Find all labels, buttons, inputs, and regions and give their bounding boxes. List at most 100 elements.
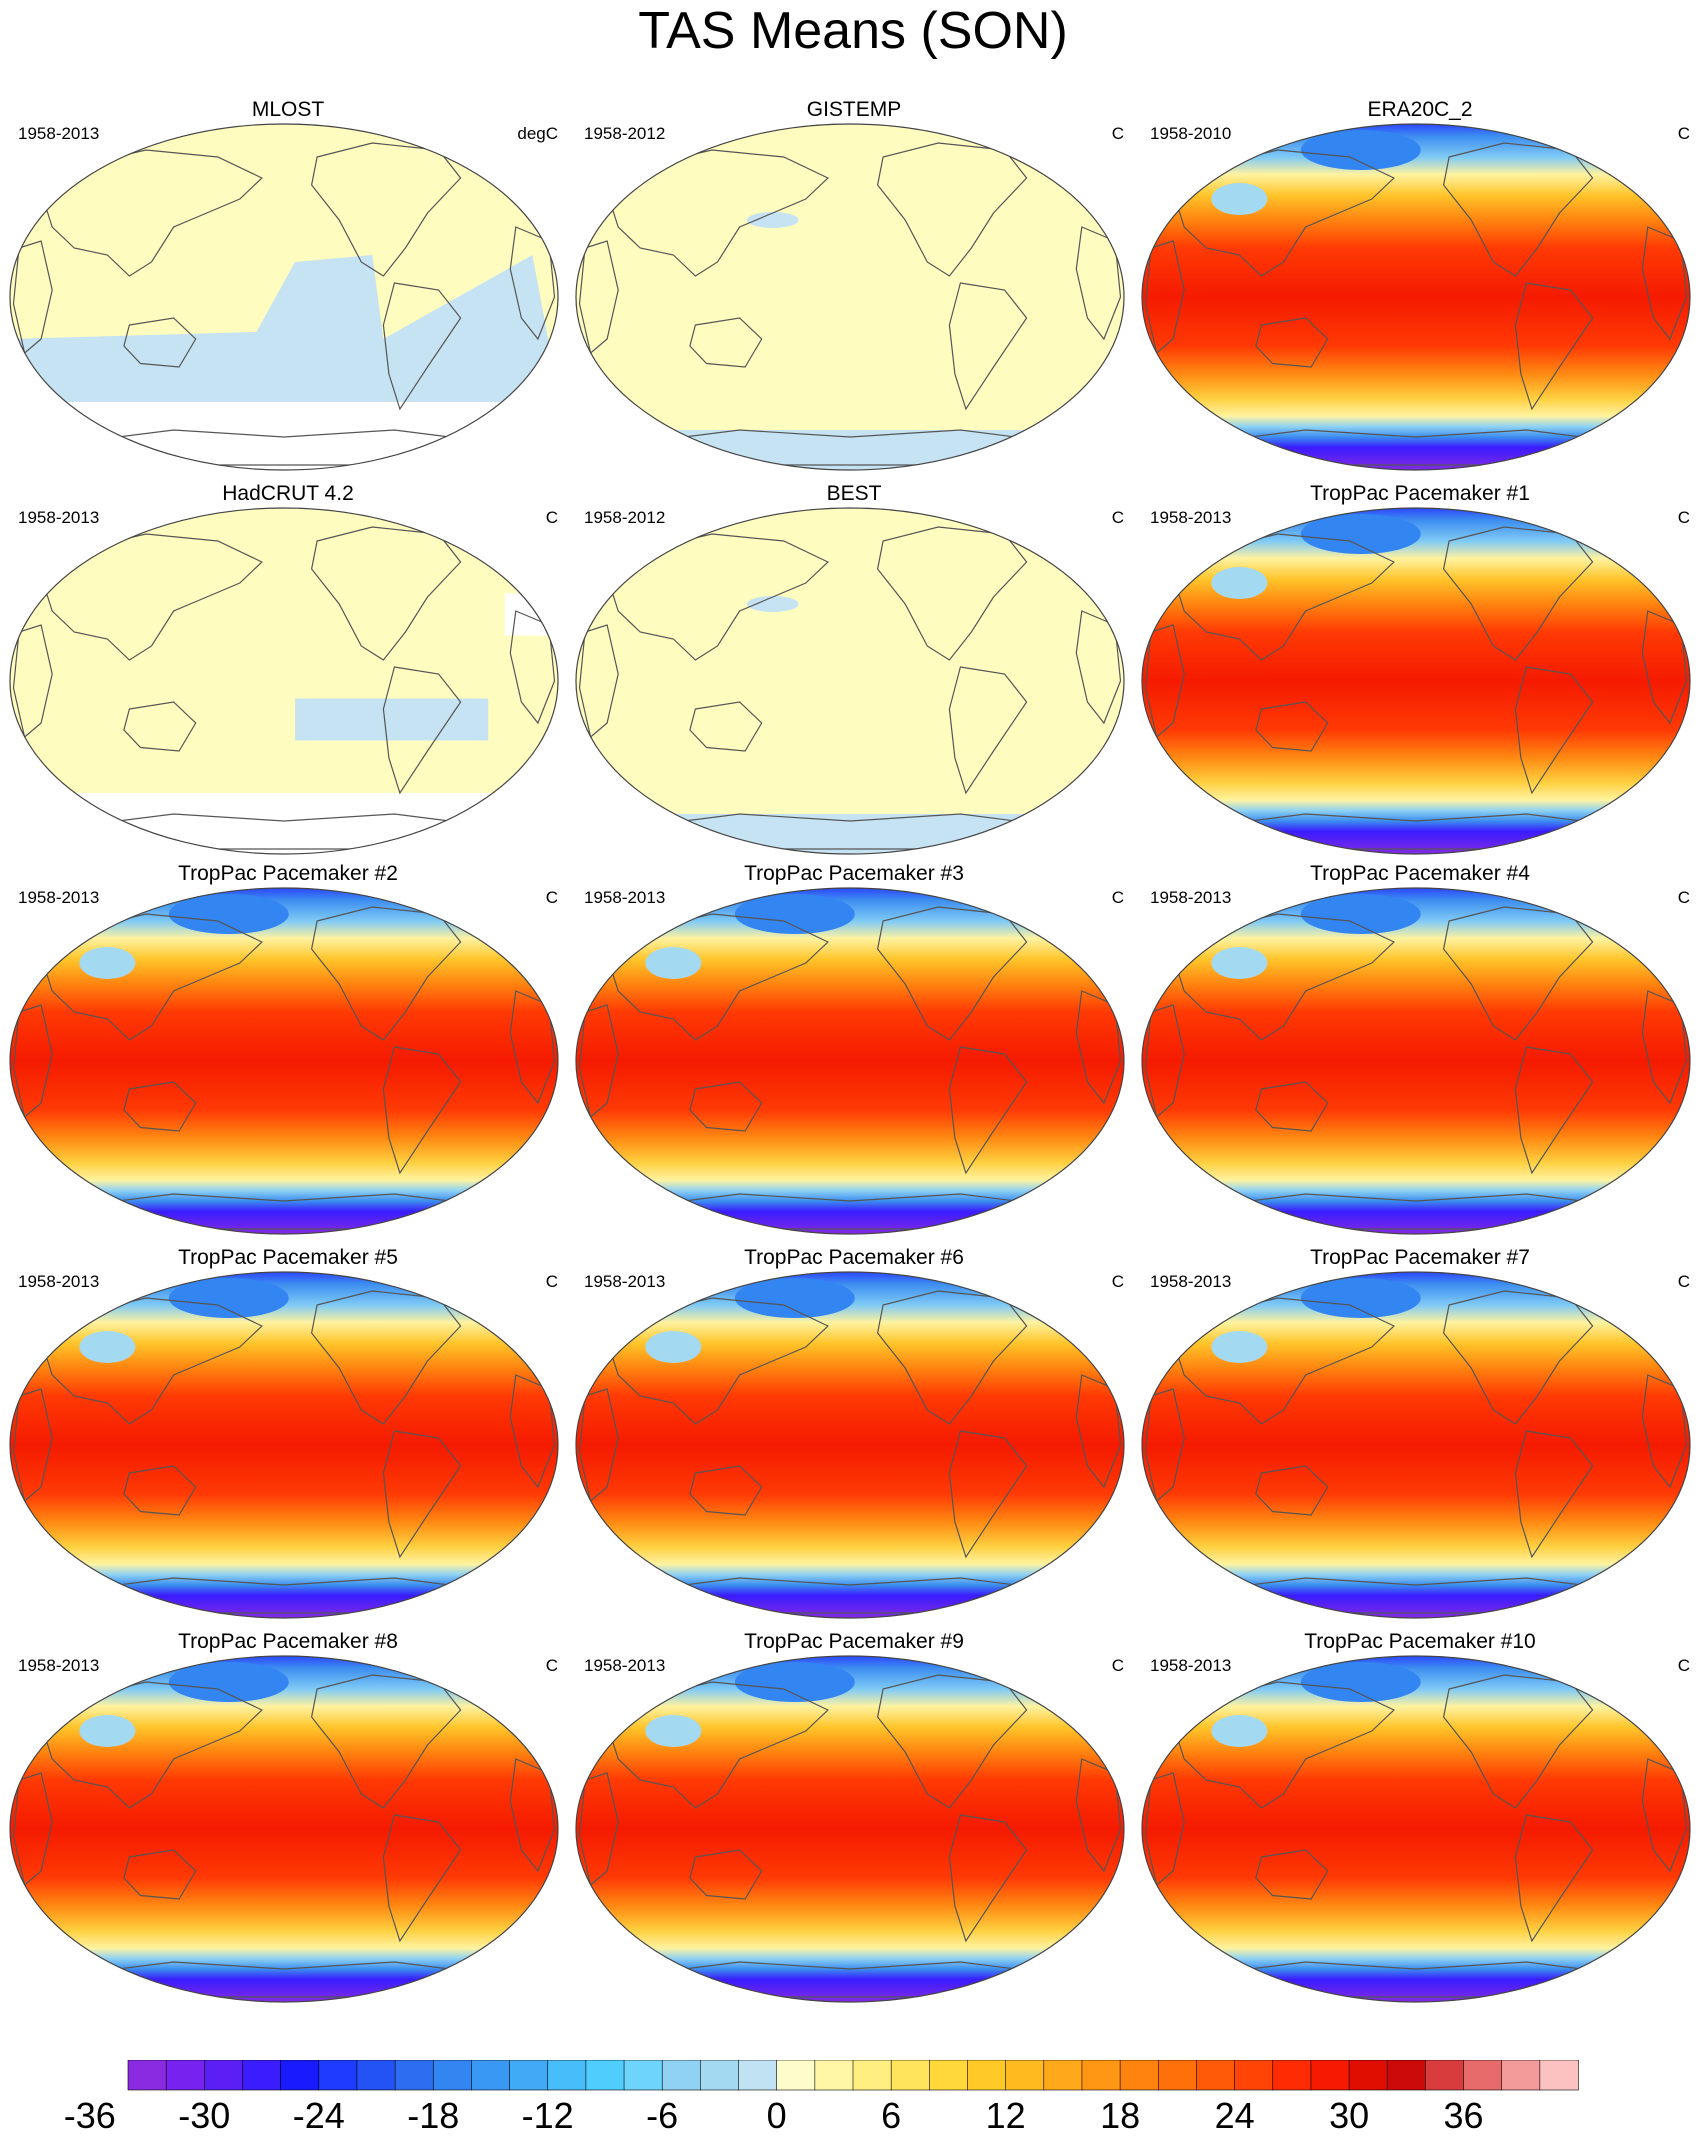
cool-anomaly-region bbox=[746, 212, 799, 228]
coastline bbox=[1255, 701, 1329, 752]
map-panel: TropPac Pacemaker #2 1958-2013 C bbox=[8, 862, 568, 1242]
temperature-field bbox=[576, 1272, 1124, 1618]
coastline bbox=[1255, 1081, 1329, 1132]
coastline bbox=[1172, 149, 1395, 277]
colorbar-swatch bbox=[1119, 2060, 1160, 2091]
panel-period: 1958-2013 bbox=[1150, 888, 1232, 907]
colorbar-tick-label: 18 bbox=[1100, 2095, 1141, 2136]
panel-unit: C bbox=[1111, 1656, 1124, 1675]
world-map bbox=[9, 507, 559, 855]
panel-period: 1958-2010 bbox=[1150, 124, 1232, 143]
coastline bbox=[310, 142, 462, 277]
colorbar-swatch bbox=[585, 2060, 625, 2091]
panel-period: 1958-2013 bbox=[18, 508, 100, 527]
cold-region bbox=[168, 1662, 289, 1702]
temperature-field bbox=[10, 1656, 558, 2002]
cold-region bbox=[1300, 1662, 1421, 1702]
colorbar-tick-label: 0 bbox=[766, 2095, 787, 2136]
colorbar-swatch bbox=[356, 2060, 396, 2091]
colorbar-swatch bbox=[432, 2060, 473, 2091]
missing-data-region bbox=[10, 793, 558, 854]
colorbar-tick-label: 36 bbox=[1443, 2095, 1484, 2136]
cold-region bbox=[168, 1278, 289, 1318]
panel-title: TropPac Pacemaker #8 bbox=[178, 1630, 398, 1653]
world-map bbox=[575, 887, 1125, 1235]
coastline bbox=[123, 1081, 197, 1132]
colorbar-tick-label: -6 bbox=[646, 2095, 679, 2136]
panel-period: 1958-2013 bbox=[1150, 1272, 1232, 1291]
panel-period: 1958-2012 bbox=[584, 508, 666, 527]
panel-title: TropPac Pacemaker #9 bbox=[744, 1630, 964, 1653]
panel-unit: C bbox=[1677, 1272, 1690, 1291]
colorbar-swatch bbox=[776, 2060, 816, 2091]
colorbar-swatch bbox=[1463, 2060, 1503, 2091]
panel-period: 1958-2013 bbox=[584, 1272, 666, 1291]
temperature-field bbox=[10, 888, 558, 1234]
world-map bbox=[9, 887, 559, 1235]
coastline bbox=[40, 149, 263, 277]
colorbar-tick-label: -12 bbox=[521, 2095, 574, 2136]
world-map bbox=[1141, 887, 1691, 1235]
temperature-field bbox=[10, 1272, 558, 1618]
coastline bbox=[876, 906, 1028, 1041]
map-panel: TropPac Pacemaker #3 1958-2013 C bbox=[574, 862, 1134, 1242]
panel-unit: C bbox=[1111, 1272, 1124, 1291]
coastline bbox=[1144, 624, 1185, 739]
colorbar-swatch bbox=[1043, 2060, 1083, 2091]
colorbar-swatch bbox=[1386, 2060, 1427, 2091]
colorbar-tick-label: -18 bbox=[407, 2095, 460, 2136]
coastline bbox=[1144, 1388, 1185, 1503]
map-boundary bbox=[1141, 1271, 1691, 1619]
panel-unit: C bbox=[1677, 1656, 1690, 1675]
cold-region bbox=[734, 1278, 855, 1318]
panel-unit: C bbox=[1111, 508, 1124, 527]
colorbar bbox=[127, 2060, 1579, 2091]
colorbar-swatch bbox=[623, 2060, 664, 2091]
coastline bbox=[310, 1290, 462, 1425]
colorbar-swatch bbox=[1196, 2060, 1236, 2091]
map-panel: GISTEMP 1958-2012 C bbox=[574, 98, 1134, 478]
map-panel: TropPac Pacemaker #5 1958-2013 C bbox=[8, 1246, 568, 1626]
panel-period: 1958-2013 bbox=[18, 1656, 100, 1675]
panel-period: 1958-2013 bbox=[584, 888, 666, 907]
map-boundary bbox=[575, 1271, 1125, 1619]
cool-anomaly-region bbox=[576, 430, 1124, 470]
cold-region bbox=[1211, 183, 1268, 215]
panel-title: TropPac Pacemaker #10 bbox=[1304, 1630, 1536, 1653]
map-panel: MLOST 1958-2013 degC bbox=[8, 98, 568, 478]
world-map bbox=[575, 1655, 1125, 2003]
colorbar-swatch bbox=[1348, 2060, 1389, 2091]
colorbar-swatch bbox=[204, 2060, 244, 2091]
coastline bbox=[310, 1674, 462, 1809]
coastline bbox=[606, 533, 829, 661]
coastline bbox=[606, 1297, 829, 1425]
world-map bbox=[1141, 123, 1691, 471]
map-boundary bbox=[1141, 507, 1691, 855]
map-boundary bbox=[1141, 123, 1691, 471]
panel-title: BEST bbox=[826, 482, 882, 505]
coastline bbox=[40, 533, 263, 661]
panel-title: ERA20C_2 bbox=[1367, 98, 1473, 121]
map-boundary bbox=[9, 1271, 559, 1619]
colorbar-swatch bbox=[700, 2060, 740, 2091]
cold-region bbox=[734, 894, 855, 934]
coastline bbox=[1144, 1004, 1185, 1119]
world-map bbox=[1141, 1271, 1691, 1619]
colorbar-tick-label: 30 bbox=[1329, 2095, 1370, 2136]
temperature-field bbox=[576, 1656, 1124, 2002]
colorbar-swatch bbox=[1157, 2060, 1198, 2091]
cold-region bbox=[1211, 1331, 1268, 1363]
cold-region bbox=[645, 947, 702, 979]
coastline bbox=[1442, 1290, 1594, 1425]
coastline bbox=[578, 1772, 619, 1887]
coastline bbox=[1514, 282, 1594, 411]
coastline bbox=[382, 1046, 462, 1175]
cold-region bbox=[168, 894, 289, 934]
cold-region bbox=[79, 1331, 136, 1363]
coastline bbox=[1172, 1681, 1395, 1809]
coastline bbox=[12, 624, 53, 739]
coastline bbox=[1172, 913, 1395, 1041]
temperature-field bbox=[576, 888, 1124, 1234]
coastline bbox=[310, 526, 462, 661]
cold-region bbox=[645, 1715, 702, 1747]
